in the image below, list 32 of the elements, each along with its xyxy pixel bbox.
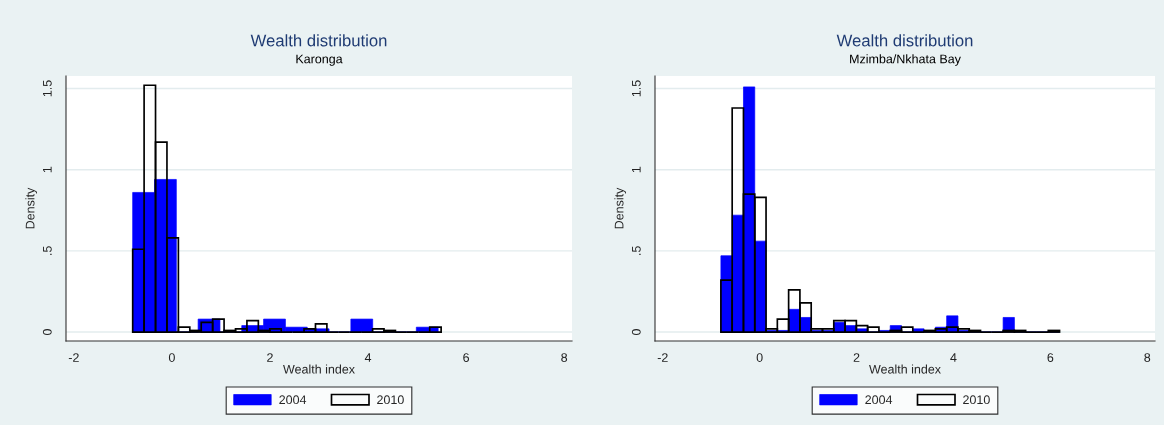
x-axis-title: Wealth index bbox=[283, 364, 355, 374]
y-axis-title: Density bbox=[25, 187, 37, 229]
x-tick-label: 6 bbox=[463, 353, 470, 362]
x-tick-label: 8 bbox=[1144, 353, 1151, 362]
x-tick-label: 2 bbox=[853, 353, 860, 362]
x-axis-title: Wealth index bbox=[869, 364, 941, 374]
chart-subtitle: Mzimba/Nkhata Bay bbox=[850, 54, 961, 66]
y-axis-title: Density bbox=[614, 187, 626, 229]
legend-label: 2010 bbox=[963, 395, 990, 405]
y-tick-label: .5 bbox=[43, 246, 52, 255]
legend-label: 2010 bbox=[377, 395, 404, 405]
x-tick-label: 4 bbox=[364, 353, 372, 362]
chart-subtitle: Karonga bbox=[296, 54, 343, 66]
y-tick-label: 1.5 bbox=[43, 80, 52, 97]
x-tick-label: 6 bbox=[1047, 353, 1054, 362]
legend-label: 2004 bbox=[279, 395, 307, 405]
x-tick-label: -2 bbox=[657, 353, 668, 362]
x-tick-label: -2 bbox=[68, 353, 79, 362]
x-tick-label: 2 bbox=[267, 353, 273, 362]
chart-title: Wealth distribution bbox=[836, 34, 973, 47]
x-tick-label: 0 bbox=[756, 353, 763, 362]
y-tick-label: 0 bbox=[42, 329, 52, 336]
x-tick-label: 8 bbox=[561, 353, 568, 362]
y-tick-label: 1 bbox=[43, 166, 52, 173]
x-tick-label: 4 bbox=[950, 353, 957, 362]
chart-title: Wealth distribution bbox=[250, 34, 387, 47]
y-tick-label: 0 bbox=[631, 329, 641, 336]
y-tick-label: 1.5 bbox=[632, 80, 641, 97]
y-tick-label: .5 bbox=[632, 246, 641, 255]
legend-label: 2004 bbox=[865, 395, 893, 405]
x-tick-label: 0 bbox=[168, 353, 175, 362]
y-tick-label: 1 bbox=[632, 166, 641, 173]
